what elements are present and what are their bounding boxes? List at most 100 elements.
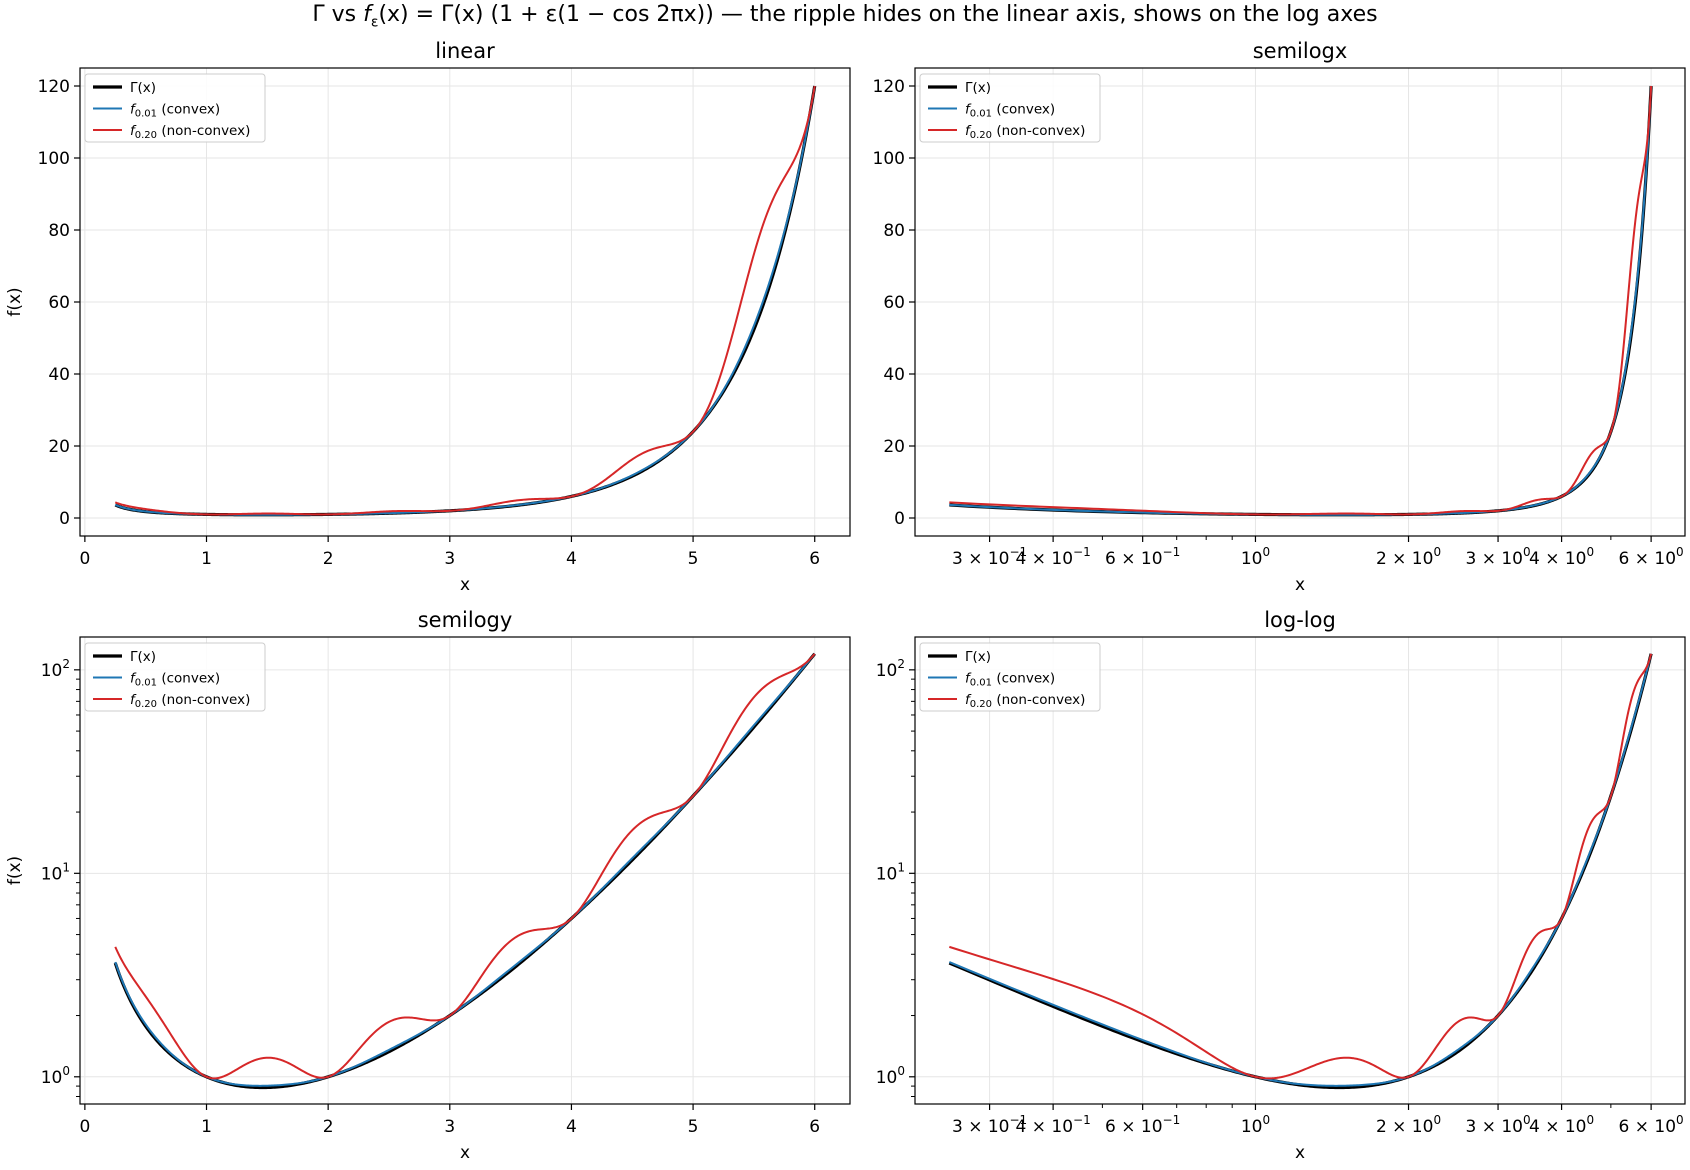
x-axis-label: x xyxy=(460,575,470,595)
tick-labels: 3 × 10−14 × 10−1 6 × 10−1 100 2 × 100 3 × 10… xyxy=(873,77,1684,569)
x-tick-label: 1 xyxy=(201,549,212,569)
series-line-gamma xyxy=(113,652,816,1090)
series-line-nonconvex xyxy=(114,85,816,516)
legend-label-nonconvex: f0.20 (non-convex) xyxy=(965,123,1085,141)
legend: Γ(x) f0.01 (convex) f0.20 (non-convex) xyxy=(84,642,266,712)
title-formula: (x) = Γ(x) (1 + ε(1 − cos 2πx)) xyxy=(378,2,714,27)
series-line-nonconvex xyxy=(949,653,1653,1080)
legend-label-nonconvex: f0.20 (non-convex) xyxy=(130,123,250,141)
legend-label-nonconvex: f0.20 (non-convex) xyxy=(965,692,1085,710)
plot-frame xyxy=(914,636,1686,1105)
panel-linear: 0 1 2 3 4 5 6020406080100120linearxf(x)Γ(x)f0.… xyxy=(5,39,851,595)
y-tick-label: 40 xyxy=(883,365,905,385)
x-axis-label: x xyxy=(460,1143,470,1163)
x-tick-label: 6 × 10−1 xyxy=(1105,1113,1180,1137)
x-tick-label: 0 xyxy=(79,549,90,569)
plot-frame xyxy=(79,636,851,1105)
series-line-gamma xyxy=(949,85,1653,517)
curves xyxy=(113,652,816,1090)
x-tick-label: 5 xyxy=(688,1117,699,1137)
x-tick-label: 6 × 100 xyxy=(1619,1113,1684,1137)
legend-label-nonconvex: f0.20 (non-convex) xyxy=(130,692,250,710)
legend: Γ(x) f0.01 (convex) f0.20 (non-convex) xyxy=(919,642,1101,712)
series-line-nonconvex xyxy=(114,653,816,1080)
series-line-convex xyxy=(948,653,1653,1087)
legend-box xyxy=(84,73,266,143)
title-f: f xyxy=(363,2,371,27)
y-tick-label: 20 xyxy=(883,437,905,457)
legend-label-convex: f0.01 (convex) xyxy=(130,102,220,120)
y-tick-label: 40 xyxy=(48,365,70,385)
y-tick-label: 0 xyxy=(59,509,70,529)
y-tick-label: 60 xyxy=(48,293,70,313)
x-tick-label: 1 xyxy=(201,1117,212,1137)
x-tick-label: 4 × 100 xyxy=(1529,1113,1594,1137)
series-line-convex xyxy=(114,653,816,1087)
grid-lines xyxy=(915,637,1685,1104)
legend-box xyxy=(919,642,1101,712)
x-tick-label: 100 xyxy=(1241,545,1270,569)
x-tick-label: 5 xyxy=(688,549,699,569)
legend-label-gamma: Γ(x) xyxy=(965,649,991,665)
title-tail: — the ripple hides on the linear axis, s… xyxy=(713,2,1378,27)
x-tick-label: 0 xyxy=(79,1117,90,1137)
legend-label-convex: f0.01 (convex) xyxy=(965,102,1055,120)
series-line-convex xyxy=(949,85,1653,516)
x-tick-label: 3 × 10−1 xyxy=(952,1113,1027,1137)
y-tick-label: 102 xyxy=(41,657,70,681)
y-tick-label: 80 xyxy=(883,221,905,241)
x-tick-label: 2 × 100 xyxy=(1376,545,1441,569)
legend-label-gamma: Γ(x) xyxy=(965,80,991,96)
panel-log-log: 3 × 10−14 × 10−1 6 × 10−1 100 2 × 100 3 × 10… xyxy=(876,608,1686,1163)
panel-title: semilogx xyxy=(1253,39,1348,63)
y-tick-label: 102 xyxy=(876,657,905,681)
tick-labels: 0 1 2 3 4 5 6 100 101 102 xyxy=(41,657,820,1137)
curves xyxy=(114,85,817,517)
x-tick-label: 4 xyxy=(566,1117,577,1137)
x-tick-label: 6 × 100 xyxy=(1619,545,1684,569)
y-tick-label: 120 xyxy=(38,77,70,97)
y-axis-label: f(x) xyxy=(5,856,25,885)
x-tick-label: 3 xyxy=(444,549,455,569)
y-tick-label: 101 xyxy=(41,860,70,884)
panel-semilogx: 3 × 10−14 × 10−1 6 × 10−1 100 2 × 100 3 × 10… xyxy=(873,39,1686,595)
x-tick-label: 4 × 10−1 xyxy=(1016,1113,1091,1137)
x-tick-label: 3 × 10−1 xyxy=(952,545,1027,569)
y-tick-label: 100 xyxy=(38,149,70,169)
grid-lines xyxy=(80,637,850,1104)
series-line-gamma xyxy=(948,653,1653,1090)
panel-title: log-log xyxy=(1264,608,1336,632)
y-tick-label: 60 xyxy=(883,293,905,313)
legend: Γ(x) f0.01 (convex) f0.20 (non-convex) xyxy=(919,73,1101,143)
x-tick-label: 2 × 100 xyxy=(1376,1113,1441,1137)
y-tick-label: 100 xyxy=(876,1064,905,1088)
legend-label-convex: f0.01 (convex) xyxy=(130,671,220,689)
legend: Γ(x) f0.01 (convex) f0.20 (non-convex) xyxy=(84,73,266,143)
minor-ticks xyxy=(1101,536,1612,540)
x-tick-label: 6 xyxy=(809,1117,820,1137)
tick-labels: 3 × 10−14 × 10−1 6 × 10−1 100 2 × 100 3 × 10… xyxy=(876,657,1684,1137)
y-axis-label: f(x) xyxy=(5,287,25,316)
x-tick-label: 6 × 10−1 xyxy=(1105,545,1180,569)
figure-title: Γ vs fε(x) = Γ(x) (1 + ε(1 − cos 2πx)) —… xyxy=(0,2,1690,30)
x-tick-label: 4 × 100 xyxy=(1529,545,1594,569)
x-tick-label: 100 xyxy=(1241,1113,1270,1137)
x-axis-label: x xyxy=(1295,575,1305,595)
y-tick-label: 0 xyxy=(894,509,905,529)
panel-semilogy: 0 1 2 3 4 5 6 100 101 102 semilogy x f(x) Γ(x) f0.01 (… xyxy=(5,608,851,1163)
grid-lines xyxy=(915,68,1685,536)
y-tick-label: 20 xyxy=(48,437,70,457)
x-axis-label: x xyxy=(1295,1143,1305,1163)
legend-label-convex: f0.01 (convex) xyxy=(965,671,1055,689)
title-lead: Γ vs xyxy=(312,2,364,27)
x-tick-label: 2 xyxy=(323,549,334,569)
series-line-nonconvex xyxy=(949,85,1653,516)
y-tick-label: 80 xyxy=(48,221,70,241)
curves xyxy=(949,85,1653,517)
minor-ticks xyxy=(911,678,1612,1108)
legend-label-gamma: Γ(x) xyxy=(130,80,156,96)
legend-box xyxy=(84,642,266,712)
x-tick-label: 3 × 100 xyxy=(1465,545,1530,569)
